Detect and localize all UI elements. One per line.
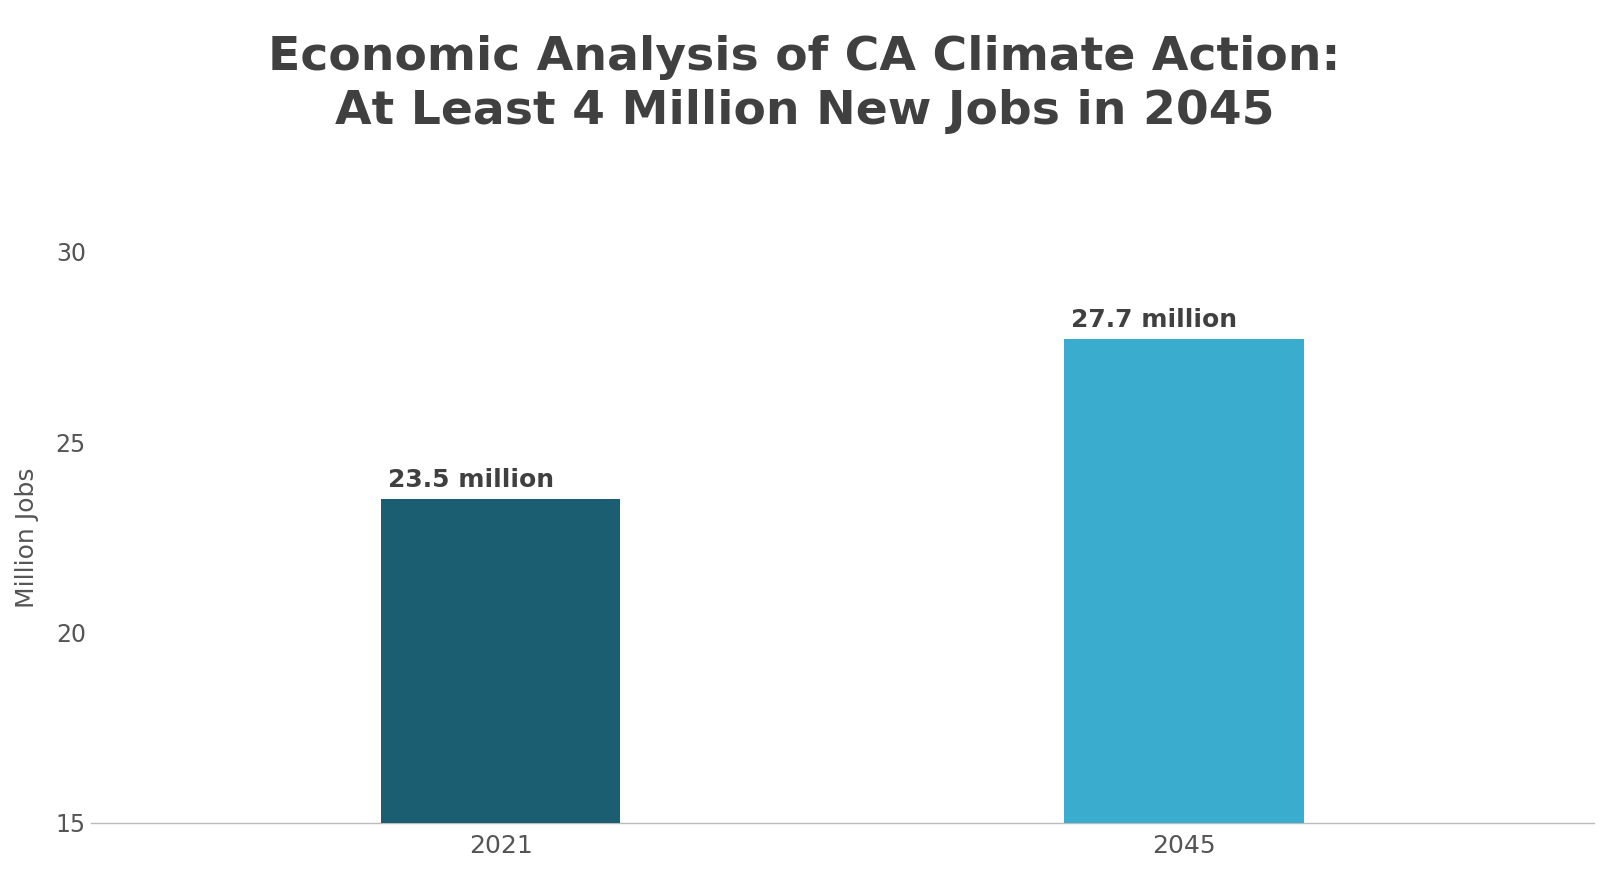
Bar	[381, 499, 621, 823]
Text: 27.7 million: 27.7 million	[1072, 307, 1237, 332]
Text: 23.5 million: 23.5 million	[388, 468, 553, 491]
Y-axis label: Million Jobs: Million Jobs	[14, 467, 39, 608]
Text: Economic Analysis of CA Climate Action:
At Least 4 Million New Jobs in 2045: Economic Analysis of CA Climate Action: …	[269, 35, 1340, 134]
Bar	[1065, 340, 1303, 823]
